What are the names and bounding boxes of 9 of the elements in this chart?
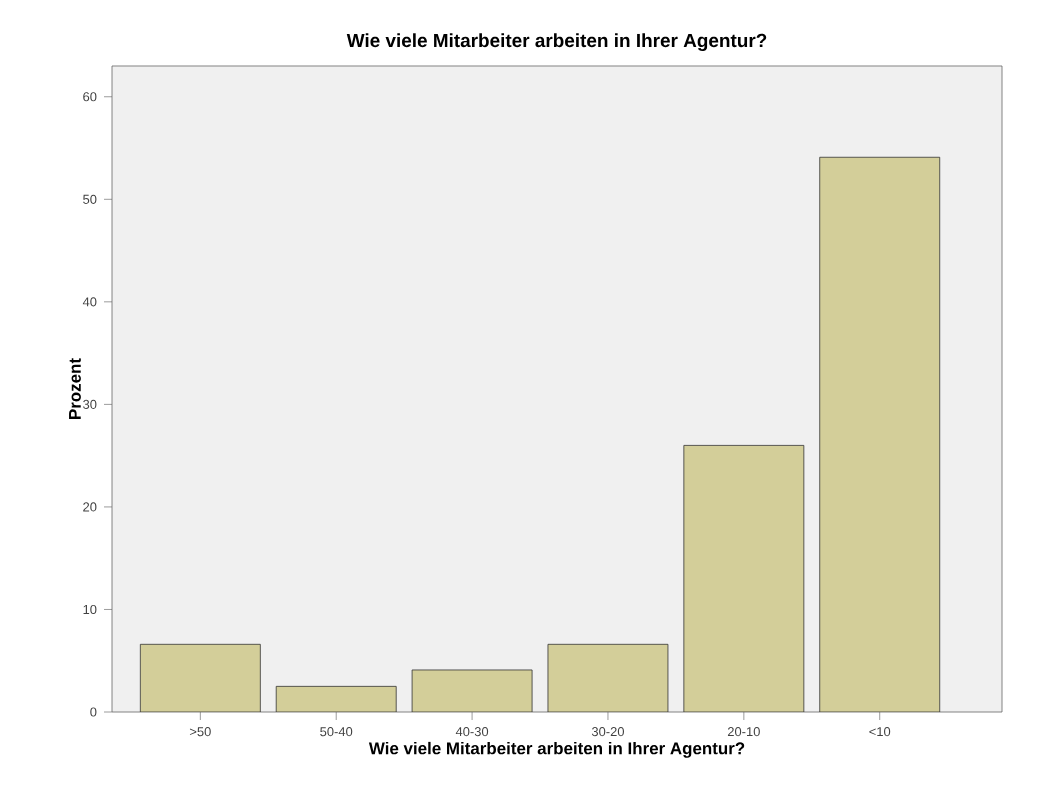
chart-title: Wie viele Mitarbeiter arbeiten in Ihrer Agentur? bbox=[346, 33, 767, 51]
y-axis-title: Prozent bbox=[69, 358, 81, 419]
bar bbox=[276, 686, 397, 712]
x-axis-title: Wie viele Mitarbeiter arbeiten in Ihrer Agentur? bbox=[368, 741, 745, 758]
bar bbox=[412, 669, 533, 712]
bar bbox=[819, 156, 941, 712]
bar bbox=[547, 644, 668, 712]
bar bbox=[683, 445, 804, 712]
bar bbox=[140, 644, 261, 712]
